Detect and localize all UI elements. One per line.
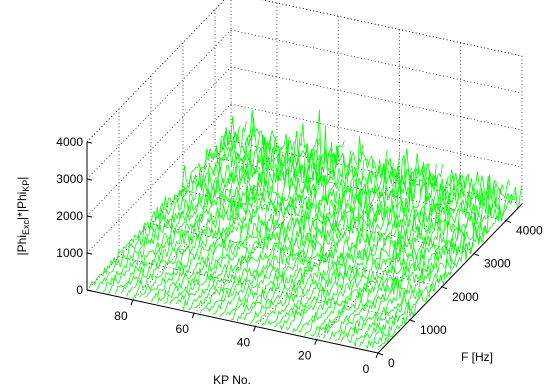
spectrum-line [322,174,468,339]
label-layer: KP No. F [Hz] |PhiExc|*|PhiKP| [15,177,493,387]
spectrum-line [371,191,517,349]
axis-layer: 0 20 40 60 80 0 1000 2000 3000 4000 0 1000 2000 3000 4… [56,135,543,376]
x-tick-label: 0 [363,362,370,376]
spectrum-line [340,175,486,342]
z-label-sub-b: KP [21,180,31,192]
spectrum-line [316,172,462,338]
z-label-part-a: |Phi [15,235,29,255]
floor-grid-line [214,157,507,221]
spectrum-line [138,136,284,298]
x-tick-label: 20 [298,349,312,363]
back-grid-line [86,0,225,143]
x-tick-label: 60 [176,322,190,336]
z-tick-label: 1000 [56,246,83,260]
y-tick-mark [441,286,448,290]
back-grid-line [261,0,523,57]
spectrum-line [347,175,492,344]
spectrum-line [145,133,290,298]
y-axis-line [377,203,523,354]
y-tick-label: 0 [388,356,395,370]
z-tick-label: 3000 [56,172,83,186]
spectrum-line [353,174,498,348]
x-tick-label: 40 [237,335,251,349]
spectrum-line [181,148,327,310]
x-axis-label: KP No. [213,373,251,387]
spectrum-line [120,117,266,294]
spectrum-line [89,116,235,287]
spectrum-line [132,129,278,300]
x-tick-mark [375,352,379,359]
y-tick-label: 2000 [452,290,479,304]
spectrum-line [359,180,504,348]
back-grid-line [230,66,523,131]
back-frame-line [261,0,523,57]
z-tick-mark [86,215,93,218]
z-tick-label: 4000 [56,135,83,149]
spectrum-line [365,179,511,350]
spectrum-line [193,125,339,309]
z-label-part-c: | [15,177,29,180]
z-label-part-b: |*|Phi [15,192,29,220]
z-label-sub-a: Exc [21,219,31,235]
z-tick-mark [86,141,93,144]
z-tick-label: 2000 [56,209,83,223]
y-tick-label: 3000 [484,257,511,271]
spectrum-line [255,151,400,324]
spectrum-line [279,165,425,331]
y-tick-mark [409,319,416,323]
svg-text:|PhiExc|*|PhiKP|: |PhiExc|*|PhiKP| [15,177,31,256]
spectrum-line [206,146,351,313]
x-tick-mark [253,326,256,332]
x-tick-label: 80 [114,309,128,323]
spectrum-line [224,151,370,316]
back-frame-line [86,0,225,143]
spectrum-line [334,171,480,342]
floor-grid-line [182,190,475,255]
spectrum-line [150,139,296,303]
grid-layer [86,0,523,354]
back-grid-line [230,103,523,168]
x-tick-mark [314,339,318,345]
spectrum-line [298,164,443,333]
z-tick-mark [86,178,93,181]
data-layer [89,109,523,350]
spectrum-line [328,173,474,340]
x-axis-line [86,289,379,354]
z-tick-mark [86,252,93,255]
y-tick-label: 4000 [516,224,543,238]
y-tick-mark [377,352,384,356]
y-tick-mark [473,253,480,257]
z-axis-label: |PhiExc|*|PhiKP| [15,177,31,256]
x-tick-mark [191,313,195,319]
spectrum-line [230,155,376,321]
z-tick-label: 0 [76,283,83,297]
back-grid-line [230,29,523,94]
spectrum-line [108,130,253,294]
z-tick-mark [86,289,93,292]
spectrum-line [261,155,406,327]
spectrum-line [310,169,455,337]
x-tick-mark [130,299,134,306]
spectrum-line [163,123,308,304]
spectrum-line [175,137,321,305]
spectrum-line [199,140,345,314]
spectrum-line [126,134,272,297]
spectrum-line [273,165,419,328]
floor-grid-line [132,150,278,301]
y-tick-label: 1000 [420,323,447,337]
y-axis-label: F [Hz] [461,350,493,364]
spectrum-line [95,125,241,291]
spectrum-line [377,184,523,348]
spectrum-line [157,130,302,304]
spectrum-line [114,109,259,295]
spectrum-line [285,152,431,331]
spectrum-line [169,143,315,305]
y-tick-mark [505,220,512,224]
